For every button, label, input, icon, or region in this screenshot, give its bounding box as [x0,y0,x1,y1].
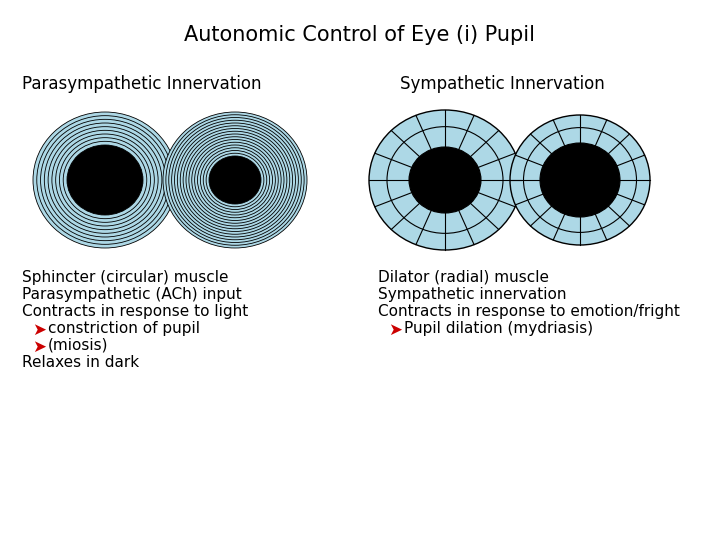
Ellipse shape [183,131,287,229]
Ellipse shape [200,148,269,212]
Ellipse shape [55,134,154,226]
Text: Contracts in response to emotion/fright: Contracts in response to emotion/fright [378,304,680,319]
Ellipse shape [197,145,272,215]
Ellipse shape [177,126,292,234]
Text: ➤: ➤ [32,338,46,356]
Ellipse shape [180,129,289,232]
Text: ➤: ➤ [32,321,46,339]
Ellipse shape [540,143,620,217]
Text: Dilator (radial) muscle: Dilator (radial) muscle [378,270,549,285]
Ellipse shape [369,110,521,250]
Ellipse shape [189,137,281,223]
Ellipse shape [186,134,284,226]
Text: Parasympathetic (ACh) input: Parasympathetic (ACh) input [22,287,242,302]
Text: ➤: ➤ [388,321,402,339]
Ellipse shape [168,118,301,242]
Ellipse shape [52,130,158,230]
Text: Relaxes in dark: Relaxes in dark [22,355,139,370]
Ellipse shape [40,119,169,241]
Text: Contracts in response to light: Contracts in response to light [22,304,248,319]
Ellipse shape [174,123,295,237]
Ellipse shape [194,142,275,218]
Ellipse shape [60,138,150,222]
Ellipse shape [48,127,162,233]
Ellipse shape [37,116,174,244]
Ellipse shape [63,141,147,219]
Ellipse shape [45,123,166,237]
Ellipse shape [67,145,143,215]
Ellipse shape [409,147,481,213]
Text: Parasympathetic Innervation: Parasympathetic Innervation [22,75,261,93]
Text: Sphincter (circular) muscle: Sphincter (circular) muscle [22,270,228,285]
Text: Pupil dilation (mydriasis): Pupil dilation (mydriasis) [404,321,593,336]
Ellipse shape [171,120,298,240]
Text: Autonomic Control of Eye (i) Pupil: Autonomic Control of Eye (i) Pupil [184,25,536,45]
Ellipse shape [166,115,304,245]
Ellipse shape [510,115,650,245]
Ellipse shape [33,112,177,248]
Text: constriction of pupil: constriction of pupil [48,321,200,336]
Ellipse shape [206,153,264,207]
Text: Sympathetic innervation: Sympathetic innervation [378,287,567,302]
Ellipse shape [203,151,266,210]
Ellipse shape [163,112,307,248]
Ellipse shape [209,156,261,204]
Ellipse shape [192,139,278,220]
Text: Sympathetic Innervation: Sympathetic Innervation [400,75,605,93]
Text: (miosis): (miosis) [48,338,109,353]
